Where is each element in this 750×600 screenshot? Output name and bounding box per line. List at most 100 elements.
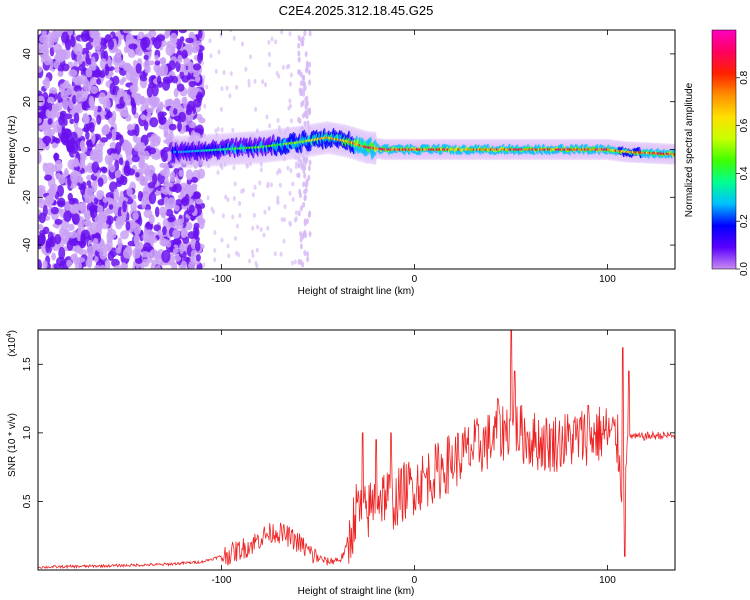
heatmap-cell — [220, 237, 224, 243]
heatmap-cell — [147, 182, 156, 189]
heatmap-cell — [251, 253, 255, 259]
heatmap-cell — [144, 65, 151, 74]
heatmap-cell — [88, 95, 95, 108]
x-tick-label: 100 — [599, 575, 616, 586]
heatmap-cell — [132, 59, 138, 68]
heatmap-cell — [248, 258, 252, 264]
heatmap-cell — [53, 263, 62, 269]
heatmap-cell — [135, 258, 143, 264]
heatmap-cell — [102, 197, 109, 203]
heatmap-cell — [84, 196, 93, 204]
spectrogram-heatmap — [38, 30, 675, 269]
heatmap-cell — [111, 128, 117, 142]
heatmap-cell — [280, 216, 284, 222]
heatmap-cell — [96, 192, 103, 201]
heatmap-cell — [43, 125, 52, 138]
heatmap-cell — [131, 194, 137, 200]
heatmap-cell — [220, 127, 224, 133]
heatmap-cell — [131, 154, 140, 163]
heatmap-cell — [238, 213, 242, 219]
heatmap-cell — [98, 92, 107, 105]
heatmap-cell — [294, 210, 298, 216]
heatmap-cell — [60, 31, 70, 44]
heatmap-cell — [156, 75, 162, 85]
heatmap-cell — [115, 48, 122, 58]
heatmap-cell — [120, 215, 127, 222]
heatmap-cell — [73, 157, 79, 168]
heatmap-cell — [44, 174, 53, 181]
heatmap-cell — [299, 205, 303, 212]
heatmap-cell — [70, 35, 76, 48]
heatmap-cell — [51, 252, 57, 261]
heatmap-cell — [249, 54, 253, 60]
heatmap-cell — [169, 32, 178, 45]
heatmap-cell — [304, 187, 308, 194]
heatmap-cell — [289, 72, 293, 78]
heatmap-cell — [73, 76, 81, 84]
heatmap-cell — [138, 156, 146, 168]
heatmap-cell — [85, 57, 93, 65]
heatmap-cell — [216, 170, 220, 176]
heatmap-cell — [50, 206, 59, 215]
heatmap-cell — [84, 187, 94, 199]
heatmap-cell — [83, 220, 89, 227]
heatmap-cell — [308, 107, 312, 114]
heatmap-cell — [100, 137, 109, 143]
heatmap-cell — [171, 185, 177, 192]
heatmap-cell — [193, 222, 200, 230]
heatmap-cell — [132, 211, 139, 221]
heatmap-cell — [108, 204, 114, 210]
heatmap-cell — [77, 65, 86, 71]
heatmap-cell — [294, 164, 298, 170]
heatmap-cell — [187, 231, 197, 239]
heatmap-cell — [276, 195, 280, 201]
heatmap-cell — [119, 190, 124, 204]
heatmap-cell — [175, 38, 182, 50]
heatmap-cell — [91, 161, 100, 174]
heatmap-cell — [73, 112, 80, 124]
heatmap-cell — [66, 83, 73, 96]
heatmap-cell — [95, 69, 102, 77]
heatmap-cell — [267, 205, 271, 211]
heatmap-cell — [76, 202, 86, 211]
heatmap-cell — [68, 202, 77, 214]
heatmap-cell — [120, 262, 127, 269]
heatmap-cell — [86, 180, 92, 187]
heatmap-cell — [117, 237, 123, 251]
heatmap-cell — [42, 135, 52, 145]
heatmap-cell — [90, 86, 99, 95]
heatmap-cell — [167, 216, 175, 223]
heatmap-cell — [206, 195, 210, 201]
heatmap-cell — [253, 184, 257, 190]
heatmap-cell — [169, 171, 176, 183]
heatmap-cell — [184, 193, 190, 206]
heatmap-cell — [288, 190, 292, 196]
heatmap-cell — [38, 259, 42, 269]
heatmap-cell — [187, 61, 195, 74]
snr-frame — [37, 329, 676, 571]
heatmap-cell — [307, 165, 311, 172]
heatmap-cell — [168, 60, 177, 71]
heatmap-cell — [38, 151, 42, 164]
heatmap-cell — [241, 187, 245, 193]
heatmap-cell — [261, 79, 265, 85]
snr-y-label: SNR (10 * v/v) — [7, 413, 18, 477]
heatmap-cell — [185, 221, 193, 231]
heatmap-cell — [128, 38, 138, 46]
y-tick-label: -40 — [22, 237, 33, 252]
colorbar-axis: 0.0 0.2 0.4 0.6 0.8 — [736, 70, 750, 276]
heatmap-cell — [53, 60, 59, 70]
heatmap-cell — [89, 30, 98, 39]
heatmap-cell — [58, 246, 66, 260]
heatmap-cell — [178, 169, 184, 177]
heatmap-cell — [172, 229, 181, 239]
colorbar-tick-label: 0.6 — [739, 118, 750, 132]
heatmap-cell — [288, 98, 292, 104]
heatmap-cell — [161, 249, 171, 263]
heatmap-cell — [161, 226, 167, 236]
heatmap-cell — [87, 252, 93, 264]
heatmap-cell — [132, 247, 141, 260]
heatmap-cell — [173, 97, 181, 109]
heatmap-cell — [307, 69, 311, 76]
heatmap-cell — [43, 42, 48, 55]
